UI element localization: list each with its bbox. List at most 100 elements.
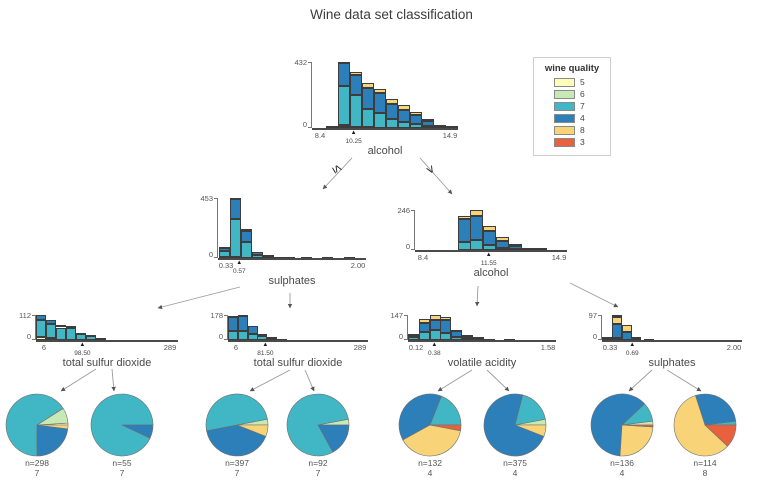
legend-swatch-7 [554,101,575,111]
feature-label: sulphates [268,275,316,287]
histogram-bar-segment [409,115,422,125]
histogram-bar-segment [421,126,434,129]
histogram-bar-segment [611,315,622,317]
histogram-bar-segment [470,210,484,217]
leaf-pie [398,393,462,457]
histogram-bar-segment [45,324,56,339]
histogram-bar-segment [337,86,350,126]
x-min-label: 6 [41,343,47,352]
split-value-label: 0.57 [232,268,246,275]
legend-swatch-3 [554,137,575,147]
y-zero-label: 0 [26,332,31,341]
edge-arrow [60,368,97,392]
pie-slice-8 [236,424,269,437]
split-marker-icon: ▲ [236,260,243,266]
histogram-bar-segment [440,333,452,340]
x-max-label: 1.58 [540,343,556,352]
histogram-bar-segment [230,198,242,219]
y-max-label: 453 [200,194,213,203]
histogram-bar-segment [534,248,548,250]
x-axis [415,250,567,252]
pie-slice-7 [205,393,268,432]
edge-arrow [666,369,702,392]
histogram-bar-segment [508,244,522,247]
y-tick [404,315,407,316]
histogram-bar-segment [418,322,430,333]
leaf-count-label: n=136 [610,458,634,468]
x-min-label: 0.33 [218,261,234,270]
edge-arrow [628,369,653,392]
histogram-bar-segment [237,315,248,317]
histogram-bar-segment [65,326,76,329]
x-axis [36,340,178,342]
y-tick [598,315,601,316]
legend-label: 7 [580,101,585,111]
histogram-bar-segment [349,71,362,76]
histogram-bar-segment [349,94,362,127]
histogram-bar-segment [230,218,242,257]
pie-slice-3 [429,424,462,432]
y-zero-label: 0 [218,332,223,341]
histogram-bar-segment [445,126,458,128]
histogram-bar-segment [408,333,419,336]
y-axis [601,315,602,340]
histogram-bar-segment [219,246,231,249]
histogram-bar-segment [611,316,622,325]
histogram-bar-segment [433,124,446,127]
pie-slice-4 [317,424,350,453]
histogram-bar-segment [373,113,386,128]
y-tick [411,210,414,211]
x-max-label: 2.00 [350,261,366,270]
y-tick [224,339,227,340]
edge-arrow [111,368,116,392]
histogram-bar-segment [337,61,350,64]
histogram-bar-segment [262,254,274,257]
legend-swatch-5 [554,77,575,87]
histogram-bar-segment [429,330,441,340]
histogram-bar-segment [495,247,509,250]
histogram-bar-segment [228,317,238,332]
histogram-bar-segment [36,315,46,320]
leaf-class-label: 7 [315,468,321,478]
leaf-count-label: n=132 [418,458,442,468]
leaf-count-label: n=397 [225,458,249,468]
x-max-label: 2.00 [726,343,742,352]
split-value-label: 98.50 [74,350,91,357]
edge-arrow [419,157,453,195]
split-value-label: 11.55 [480,260,497,267]
feature-label: total sulfur dioxide [253,357,343,369]
leaf-pie [590,393,654,457]
pie-slice-4 [590,393,646,457]
histogram-bar-segment [237,316,248,332]
histogram-bar-segment [470,216,484,241]
page-title: Wine data set classification [310,7,473,22]
legend-item: 5 [534,77,610,87]
histogram-bar-segment [421,118,434,121]
leaf-class-label: 7 [34,468,40,478]
histogram-bar-segment [602,337,612,340]
histogram-bar-segment [397,109,410,122]
histogram-bar-segment [385,118,398,128]
leaf-class-label: 8 [702,468,708,478]
histogram-bar-segment [397,121,410,128]
leaf-pie [286,393,350,457]
histogram-bar-segment [421,120,434,127]
histogram-bar-segment [325,126,338,128]
histogram-bar-segment [36,319,46,338]
histogram-bar-segment [373,93,386,114]
histogram-bar-segment [418,332,430,340]
histogram-bar-segment [257,336,268,340]
feature-label: volatile acidity [447,357,517,369]
legend-swatch-8 [554,125,575,135]
y-axis [227,315,228,340]
leaf-class-label: 7 [119,468,125,478]
legend-item: 3 [534,137,610,147]
histogram-bar-segment [621,332,632,340]
x-min-label: 6 [233,343,239,352]
histogram-bar-segment [385,103,398,119]
histogram-bar-segment [462,338,474,341]
histogram-bar-segment [237,331,248,340]
feature-label: alcohol [367,145,403,157]
y-tick [308,62,311,63]
x-axis [312,128,458,130]
